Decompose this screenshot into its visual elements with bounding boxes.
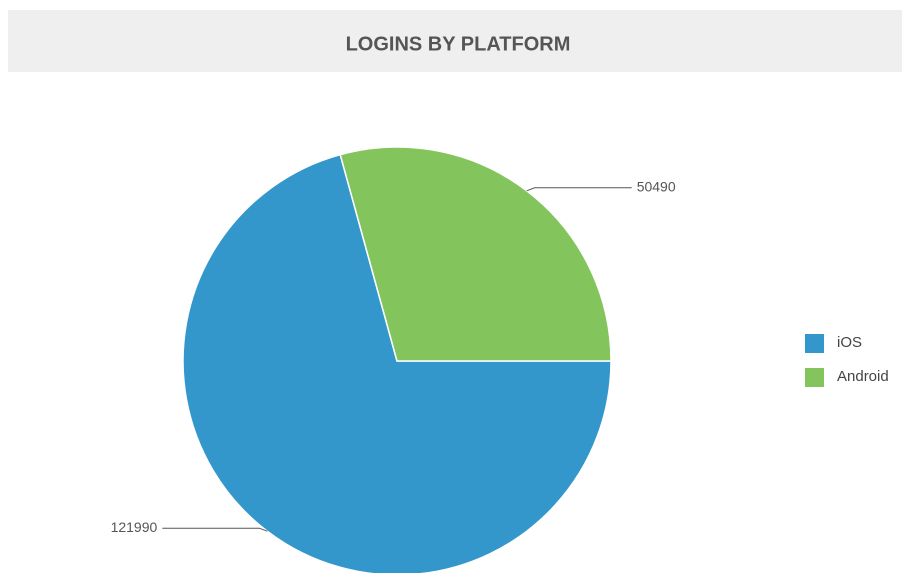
data-label: 121990 — [111, 519, 158, 535]
pie-slice — [182, 153, 612, 573]
legend-label: Android — [837, 368, 889, 385]
legend-swatch — [805, 368, 824, 387]
title-bar — [8, 10, 902, 72]
chart-title: LOGINS BY PLATFORM — [346, 33, 571, 55]
label-connector — [162, 527, 268, 532]
label-connector — [526, 187, 632, 192]
data-label: 50490 — [637, 178, 676, 194]
pie-slice — [339, 146, 612, 362]
legend-label: iOS — [837, 334, 862, 351]
legend-swatch — [805, 334, 824, 353]
